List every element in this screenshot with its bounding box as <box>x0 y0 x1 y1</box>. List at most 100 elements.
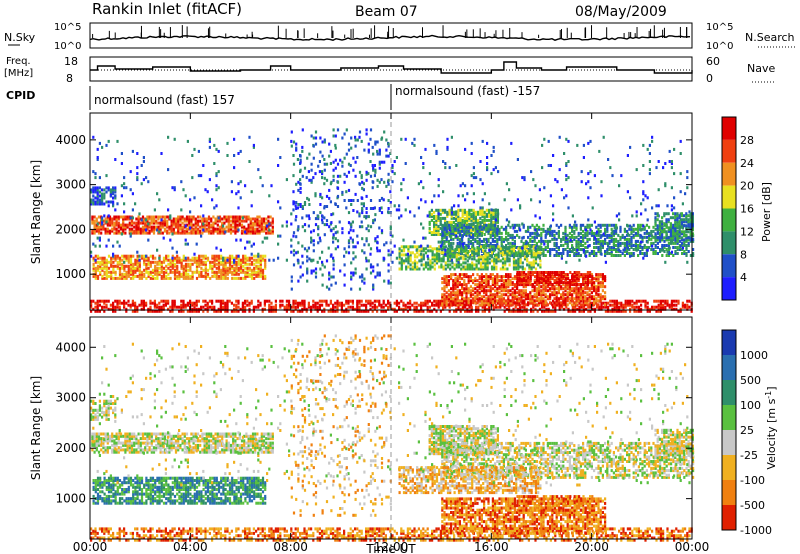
heatmap-cell <box>618 305 621 309</box>
heatmap-cell <box>457 220 460 224</box>
heatmap-cell <box>279 305 282 309</box>
heatmap-cell <box>482 257 485 261</box>
heatmap-cell <box>546 229 549 233</box>
heatmap-cell <box>637 231 640 235</box>
heatmap-cell <box>483 299 486 303</box>
heatmap-cell <box>124 227 127 231</box>
heatmap-cell <box>566 250 569 253</box>
heatmap-cell <box>135 217 138 221</box>
heatmap-cell <box>461 212 464 216</box>
heatmap-cell <box>538 299 541 303</box>
heatmap-cell <box>519 265 522 269</box>
heatmap-cell <box>597 241 600 245</box>
heatmap-cell <box>641 235 644 239</box>
heatmap-cell <box>169 216 172 220</box>
heatmap-cell <box>527 283 530 287</box>
heatmap-cell <box>477 305 480 309</box>
heatmap-cell <box>502 283 505 287</box>
heatmap-cell <box>173 256 177 260</box>
heatmap-cell <box>210 231 213 235</box>
heatmap-cell <box>657 299 660 303</box>
heatmap-cell <box>235 266 238 270</box>
heatmap-cell <box>138 262 141 266</box>
heatmap-cell <box>439 301 442 305</box>
heatmap-cell <box>133 229 136 233</box>
heatmap-cell <box>492 307 495 311</box>
heatmap-cell <box>162 276 166 280</box>
heatmap-cell <box>236 223 239 227</box>
heatmap-cell <box>251 221 255 225</box>
heatmap-cell <box>211 307 214 311</box>
heatmap-cell <box>162 272 166 276</box>
heatmap-cell <box>171 303 174 307</box>
heatmap-cell <box>457 253 461 257</box>
heatmap-cell <box>290 309 293 313</box>
heatmap-cell <box>223 215 226 219</box>
heatmap-cell <box>261 268 265 272</box>
heatmap-cell <box>451 261 454 265</box>
heatmap-cell <box>437 210 440 214</box>
heatmap-cell <box>667 254 670 257</box>
heatmap-cell <box>505 279 508 283</box>
heatmap-cell <box>463 275 466 279</box>
heatmap-cell <box>496 231 499 235</box>
cpid-label: CPID <box>6 89 35 102</box>
heatmap-cell <box>500 244 503 247</box>
heatmap-cell <box>455 257 458 261</box>
heatmap-cell <box>150 221 153 225</box>
heatmap-cell <box>599 246 602 249</box>
heatmap-cell <box>429 259 432 263</box>
heatmap-cell <box>222 270 225 274</box>
heatmap-cell <box>96 236 99 240</box>
heatmap-cell <box>208 299 211 303</box>
heatmap-cell <box>227 221 230 225</box>
heatmap-cell <box>141 231 145 235</box>
heatmap-cell <box>417 303 420 307</box>
heatmap-cell <box>628 244 631 247</box>
heatmap-cell <box>589 305 592 309</box>
heatmap-cell <box>247 229 250 233</box>
heatmap-cell <box>163 215 167 219</box>
heatmap-cell <box>452 216 455 220</box>
heatmap-cell <box>527 293 530 297</box>
heatmap-cell <box>485 291 488 295</box>
heatmap-cell <box>205 229 208 233</box>
heatmap-cell <box>253 262 256 266</box>
heatmap-cell <box>200 307 203 311</box>
heatmap-cell <box>508 309 511 313</box>
heatmap-cell <box>219 307 222 311</box>
heatmap-cell <box>143 274 146 278</box>
heatmap-cell <box>93 223 96 227</box>
heatmap-cell <box>156 274 159 278</box>
heatmap-cell <box>499 305 502 309</box>
heatmap-cell <box>259 254 262 258</box>
heatmap-cell <box>505 225 508 229</box>
heatmap-cell <box>448 208 451 212</box>
heatmap-cell <box>588 231 591 235</box>
heatmap-cell <box>190 225 193 229</box>
heatmap-cell <box>166 223 169 227</box>
heatmap-cell <box>136 264 139 268</box>
heatmap-cell <box>637 229 640 233</box>
heatmap-cell <box>271 225 274 229</box>
heatmap-cell <box>590 291 593 295</box>
heatmap-cell <box>476 285 479 289</box>
heatmap-cell <box>485 293 488 297</box>
heatmap-cell <box>91 231 94 235</box>
heatmap-cell <box>264 264 267 268</box>
heatmap-cell <box>173 303 176 307</box>
heatmap-cell <box>226 303 229 307</box>
heatmap-cell <box>471 265 474 269</box>
heatmap-cell <box>156 270 159 274</box>
heatmap-cell <box>242 260 245 264</box>
heatmap-cell <box>413 307 416 311</box>
heatmap-cell <box>595 239 598 243</box>
heatmap-cell <box>248 268 251 272</box>
heatmap-cell <box>673 299 676 303</box>
heatmap-cell <box>491 293 494 297</box>
heatmap-cell <box>490 212 493 216</box>
heatmap-cell <box>209 264 212 268</box>
heatmap-cell <box>224 268 227 272</box>
heatmap-cell <box>538 227 541 231</box>
heatmap-cell <box>231 256 234 260</box>
